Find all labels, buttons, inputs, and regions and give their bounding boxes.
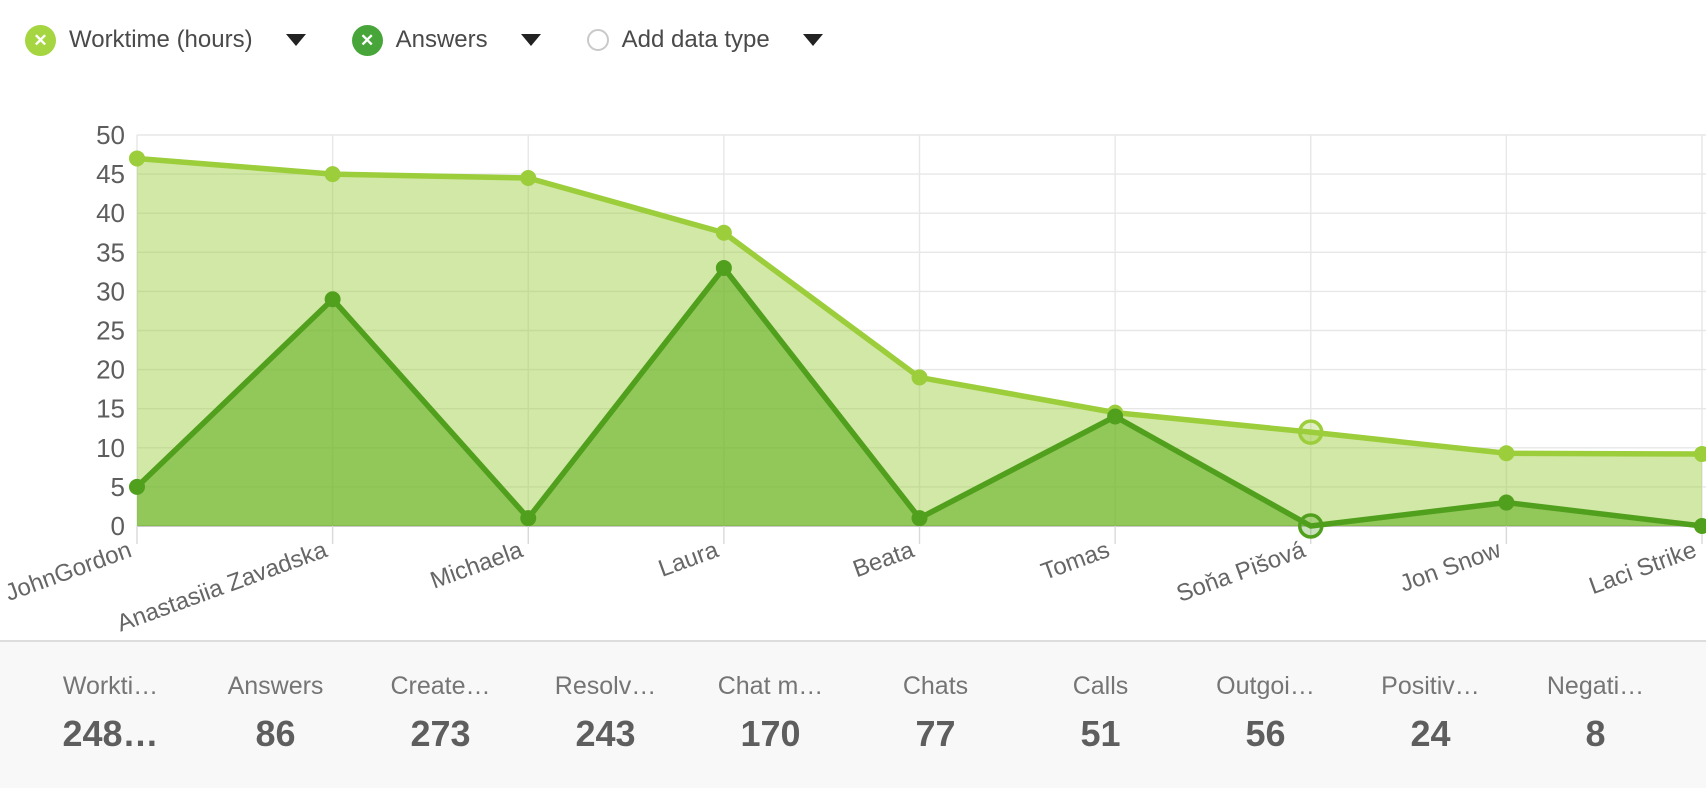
empty-circle-icon	[586, 29, 609, 51]
stat-chat-messages[interactable]: Chat m… 170	[688, 672, 853, 788]
svg-text:Beata: Beata	[849, 536, 918, 583]
stat-value: 248…	[62, 713, 159, 754]
stat-label: Resolv…	[554, 672, 657, 700]
stat-resolved[interactable]: Resolv… 243	[523, 672, 688, 788]
stat-worktime[interactable]: Workti… 248…	[28, 672, 193, 788]
legend-item-worktime[interactable]: ✕ Worktime (hours)	[25, 24, 306, 56]
stat-label: Create…	[390, 672, 491, 700]
svg-text:10: 10	[96, 433, 125, 463]
svg-text:Laci Strike: Laci Strike	[1586, 536, 1701, 600]
stat-label: Chat m…	[717, 672, 824, 700]
legend-label: Add data type	[621, 26, 770, 53]
svg-text:Tomas: Tomas	[1038, 536, 1114, 586]
stats-panel: Workti… 248… Answers 86 Create… 273 Reso…	[0, 640, 1706, 788]
stat-value: 8	[1585, 713, 1606, 754]
stat-created[interactable]: Create… 273	[358, 672, 523, 788]
remove-series-icon[interactable]: ✕	[351, 24, 383, 56]
chevron-down-icon[interactable]	[520, 34, 541, 46]
svg-text:Jon Snow: Jon Snow	[1396, 536, 1505, 598]
stat-label: Outgoi…	[1216, 672, 1315, 700]
svg-text:30: 30	[96, 276, 125, 306]
stat-positive[interactable]: Positiv… 24	[1348, 672, 1513, 788]
stat-negative[interactable]: Negati… 8	[1513, 672, 1678, 788]
chevron-down-icon[interactable]	[285, 34, 306, 46]
stat-label: Calls	[1072, 672, 1129, 700]
svg-text:40: 40	[96, 198, 125, 228]
legend-item-add-data-type[interactable]: Add data type	[586, 26, 823, 54]
chevron-down-icon[interactable]	[802, 34, 823, 46]
stat-label: Positiv…	[1381, 672, 1480, 700]
svg-text:5: 5	[111, 472, 125, 502]
svg-text:45: 45	[96, 159, 125, 189]
stat-value: 51	[1080, 713, 1121, 754]
remove-series-icon[interactable]: ✕	[25, 24, 56, 56]
svg-text:Soňa Pišová: Soňa Pišová	[1173, 536, 1309, 608]
svg-text:20: 20	[96, 355, 125, 385]
svg-text:35: 35	[96, 237, 125, 267]
stat-calls[interactable]: Calls 51	[1018, 672, 1183, 788]
svg-text:0: 0	[111, 511, 125, 541]
stat-value: 24	[1410, 713, 1451, 754]
stat-value: 56	[1245, 713, 1286, 754]
stat-answers[interactable]: Answers 86	[193, 672, 358, 788]
svg-text:JohnGordon: JohnGordon	[2, 536, 135, 607]
legend-item-answers[interactable]: ✕ Answers	[351, 24, 541, 56]
stat-outgoing[interactable]: Outgoi… 56	[1183, 672, 1348, 788]
stat-value: 243	[575, 713, 636, 754]
svg-text:Anastasiia Zavadska: Anastasiia Zavadska	[113, 536, 331, 637]
stat-value: 86	[255, 713, 296, 754]
stat-label: Negati…	[1546, 672, 1645, 700]
stat-chats[interactable]: Chats 77	[853, 672, 1018, 788]
stat-label: Workti…	[62, 672, 159, 700]
stat-value: 170	[740, 713, 801, 754]
stat-label: Answers	[227, 672, 324, 700]
legend-bar: ✕ Worktime (hours) ✕ Answers Add data ty…	[25, 20, 869, 60]
stat-value: 77	[915, 713, 956, 754]
stat-label: Chats	[902, 672, 969, 700]
svg-text:Laura: Laura	[655, 536, 723, 583]
svg-text:25: 25	[96, 316, 125, 346]
svg-text:50: 50	[96, 120, 125, 150]
area-chart[interactable]: 0 5 10 15 20 25 30 35 40 45 50 JohnGordonAnastasiia…	[0, 0, 1706, 640]
stat-value: 273	[410, 713, 471, 754]
svg-text:15: 15	[96, 394, 125, 424]
svg-text:Michaela: Michaela	[427, 536, 527, 594]
legend-label: Worktime (hours)	[69, 26, 253, 53]
legend-label: Answers	[395, 26, 488, 53]
